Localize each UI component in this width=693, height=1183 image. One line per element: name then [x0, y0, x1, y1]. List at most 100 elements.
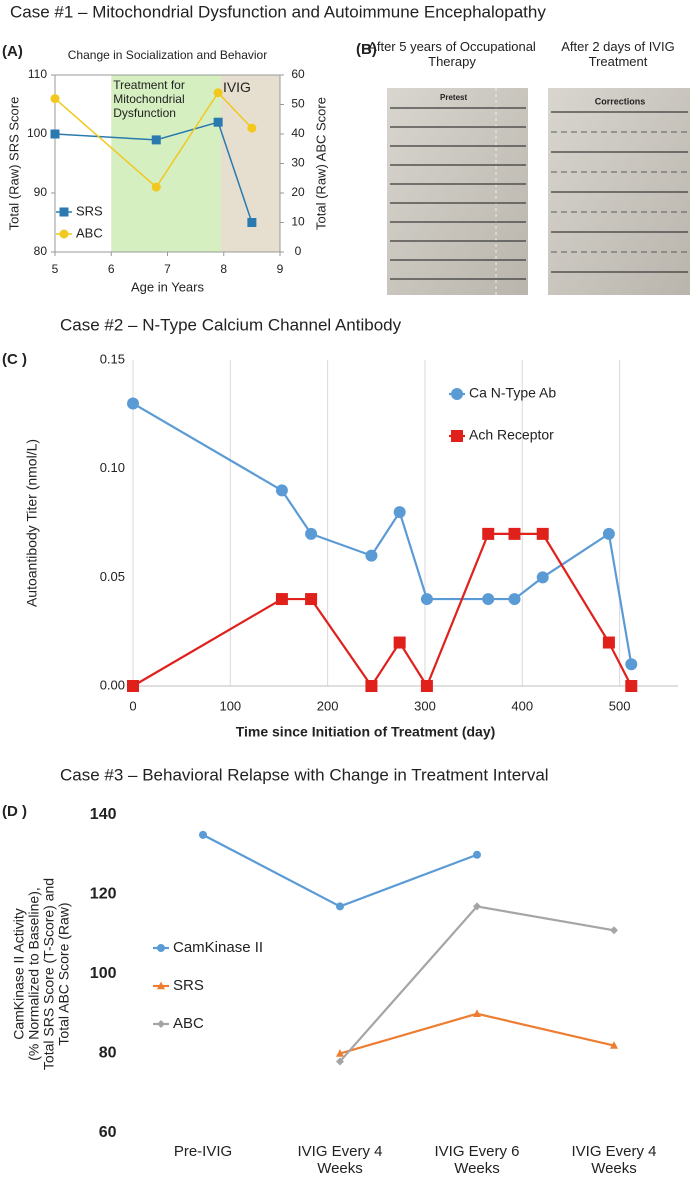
- sheet-label: Pretest: [440, 93, 467, 102]
- y-tick-label: 140: [90, 806, 117, 823]
- y2-tick-label: 20: [291, 185, 305, 199]
- legend-label: SRS: [76, 203, 103, 218]
- x-tick-label: 7: [164, 262, 171, 276]
- marker: [199, 830, 207, 839]
- marker: [473, 1009, 481, 1017]
- y2-tick-label: 10: [291, 215, 305, 229]
- marker: [365, 549, 378, 562]
- marker: [508, 593, 521, 606]
- series-line: [54, 91, 253, 189]
- series-line: [132, 402, 633, 665]
- marker: [625, 658, 638, 671]
- caption: After 2 days of IVIG Treatment: [561, 39, 675, 69]
- y-tick-label: 0.00: [100, 677, 125, 692]
- marker: [275, 484, 288, 497]
- legend-marker: [59, 207, 69, 217]
- panel-label: (B): [356, 41, 377, 58]
- x-tick-label: 9: [277, 262, 284, 276]
- y-axis-label: CamKinase II Activity: [11, 908, 27, 1040]
- marker: [508, 527, 521, 540]
- panel-label: (D ): [2, 803, 27, 820]
- y-tick-label: 90: [34, 185, 48, 199]
- legend-label: ABC: [76, 225, 103, 240]
- marker: [336, 1049, 344, 1057]
- marker: [275, 593, 288, 606]
- marker: [393, 506, 406, 519]
- x-axis-label: Time since Initiation of Treatment (day): [236, 724, 496, 740]
- legend-marker: [59, 229, 69, 239]
- y2-tick-label: 60: [291, 67, 305, 81]
- legend-marker: [157, 944, 165, 952]
- marker: [247, 123, 257, 133]
- x-tick-label: 300: [414, 698, 436, 713]
- y-axis-label: Total ABC Score (Raw): [56, 902, 72, 1045]
- y-axis-label: (% Normalized to Baseline),: [26, 887, 42, 1061]
- marker: [336, 1057, 344, 1066]
- marker: [247, 218, 257, 227]
- chart-title: Change in Socialization and Behavior: [68, 48, 267, 62]
- y2-axis-label: Total (Raw) ABC Score: [313, 97, 328, 230]
- marker: [420, 593, 433, 606]
- series-line: [54, 121, 253, 223]
- heading: Case #3 – Behavioral Relapse with Change…: [60, 765, 549, 784]
- marker: [305, 593, 318, 606]
- marker: [365, 680, 378, 692]
- marker: [536, 527, 549, 540]
- y-axis-label: Total (Raw) SRS Score: [6, 97, 21, 231]
- marker: [473, 902, 481, 911]
- x-tick-label: 400: [511, 698, 533, 713]
- marker: [536, 571, 549, 584]
- marker: [420, 680, 433, 692]
- x-tick-label: 200: [317, 698, 339, 713]
- y-tick-label: 0.10: [100, 460, 125, 475]
- y-axis-label: Autoantibody Titer (nmol/L): [24, 439, 40, 607]
- panel-label: (A): [2, 43, 23, 60]
- legend-marker: [157, 981, 165, 990]
- y2-tick-label: 0: [295, 244, 302, 258]
- legend-label: Ca N-Type Ab: [469, 385, 556, 401]
- marker: [625, 680, 638, 692]
- series-line: [202, 833, 478, 908]
- marker: [602, 636, 615, 649]
- y-tick-label: 100: [90, 965, 117, 982]
- legend-marker: [157, 1020, 165, 1028]
- x-tick-label: Pre-IVIG: [173, 1143, 233, 1160]
- series-line: [132, 532, 633, 689]
- y2-tick-label: 30: [291, 156, 305, 170]
- marker: [151, 135, 161, 145]
- photo: [387, 88, 528, 295]
- x-axis-label: Age in Years: [131, 279, 205, 294]
- y-tick-label: 0.05: [100, 569, 125, 584]
- y-tick-label: 0.15: [100, 351, 125, 366]
- marker: [610, 1041, 618, 1049]
- y-tick-label: 60: [99, 1124, 117, 1141]
- marker: [482, 527, 495, 540]
- legend-marker: [451, 430, 463, 442]
- y2-tick-label: 40: [291, 126, 305, 140]
- x-tick-label: 8: [220, 262, 227, 276]
- y-tick-label: 110: [28, 67, 47, 81]
- ruled-lines: [390, 107, 688, 280]
- marker: [127, 680, 139, 692]
- x-tick-label: 0: [129, 698, 136, 713]
- panel-label: (C ): [2, 351, 27, 368]
- marker: [151, 182, 161, 192]
- sheet-label: Corrections: [595, 96, 646, 106]
- y2-tick-label: 50: [291, 97, 305, 111]
- series-line: [339, 1012, 615, 1055]
- region-label: IVIG: [222, 79, 251, 95]
- x-tick-label: IVIG Every 6 Weeks: [434, 1143, 520, 1178]
- marker: [50, 94, 60, 104]
- y-tick-label: 100: [27, 126, 47, 140]
- y-tick-label: 80: [99, 1045, 117, 1062]
- marker: [602, 527, 615, 540]
- marker: [213, 88, 223, 98]
- marker: [50, 129, 60, 139]
- legend-label: Ach Receptor: [469, 427, 554, 443]
- x-tick-label: 500: [609, 698, 631, 713]
- caption: After 5 years of Occupational Therapy: [368, 39, 536, 69]
- heading: Case #1 – Mitochondrial Dysfunction and …: [10, 2, 546, 21]
- x-tick-label: IVIG Every 4 Weeks: [297, 1143, 383, 1178]
